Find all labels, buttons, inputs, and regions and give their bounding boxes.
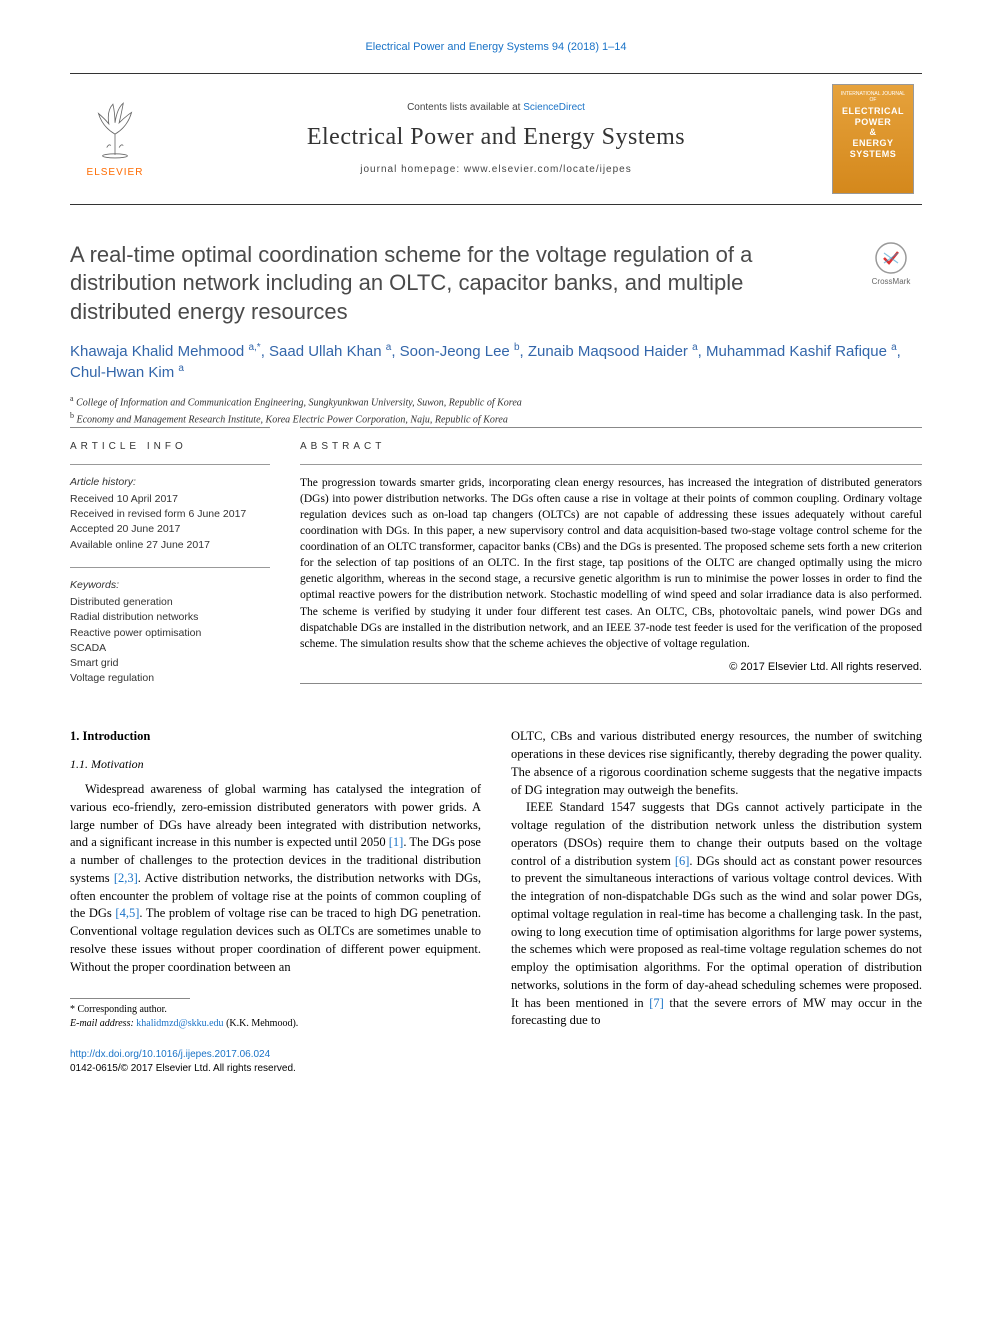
keyword: Reactive power optimisation: [70, 626, 270, 641]
sec-title: Introduction: [83, 729, 151, 743]
masthead: ELSEVIER Contents lists available at Sci…: [70, 73, 922, 205]
cover-top: INTERNATIONAL JOURNAL OF: [837, 91, 909, 103]
doi-link[interactable]: http://dx.doi.org/10.1016/j.ijepes.2017.…: [70, 1049, 270, 1060]
citation[interactable]: [1]: [389, 835, 404, 849]
homepage-prefix: journal homepage:: [360, 164, 464, 175]
author-list: Khawaja Khalid Mehmood a,*, Saad Ullah K…: [70, 341, 922, 383]
abstract-heading: ABSTRACT: [300, 440, 922, 454]
email-label: E-mail address:: [70, 1018, 134, 1029]
affiliation: a College of Information and Communicati…: [70, 393, 922, 410]
keyword: Voltage regulation: [70, 671, 270, 686]
citation[interactable]: [2,3]: [114, 871, 138, 885]
cover-t2: POWER: [837, 117, 909, 128]
keyword: Radial distribution networks: [70, 610, 270, 625]
homepage-url[interactable]: www.elsevier.com/locate/ijepes: [464, 164, 632, 175]
corr-label: * Corresponding author.: [70, 1003, 481, 1017]
article-info-column: ARTICLE INFO Article history: Received 1…: [70, 427, 270, 700]
body-para-left: Widespread awareness of global warming h…: [70, 781, 481, 976]
cover-t1: ELECTRICAL: [837, 106, 909, 117]
citation[interactable]: [4,5]: [115, 906, 139, 920]
cover-t3: ENERGY: [837, 138, 909, 149]
body-left-column: 1. Introduction 1.1. Motivation Widespre…: [70, 728, 481, 1030]
crossmark-icon: [874, 241, 908, 275]
running-header: Electrical Power and Energy Systems 94 (…: [70, 40, 922, 55]
body-para-right-1: OLTC, CBs and various distributed energy…: [511, 728, 922, 799]
email-who: (K.K. Mehmood).: [226, 1018, 298, 1029]
contents-prefix: Contents lists available at: [407, 102, 523, 113]
article-title: A real-time optimal coordination scheme …: [70, 241, 848, 327]
contents-available: Contents lists available at ScienceDirec…: [172, 101, 820, 115]
history-label: Article history:: [70, 475, 270, 490]
abstract-copyright: © 2017 Elsevier Ltd. All rights reserved…: [300, 660, 922, 675]
subsec-title: Motivation: [91, 757, 144, 771]
crossmark-label: CrossMark: [872, 277, 911, 286]
cover-amp: &: [837, 127, 909, 138]
affiliation: b Economy and Management Research Instit…: [70, 410, 922, 427]
body-para-right-2: IEEE Standard 1547 suggests that DGs can…: [511, 799, 922, 1030]
subsection-1-1-heading: 1.1. Motivation: [70, 756, 481, 773]
keyword: SCADA: [70, 641, 270, 656]
sciencedirect-link[interactable]: ScienceDirect: [523, 102, 585, 113]
body-right-column: OLTC, CBs and various distributed energy…: [511, 728, 922, 1030]
abstract-text: The progression towards smarter grids, i…: [300, 475, 922, 652]
keyword: Distributed generation: [70, 595, 270, 610]
corr-email-link[interactable]: khalidmzd@skku.edu: [136, 1018, 223, 1029]
history-line: Available online 27 June 2017: [70, 538, 270, 553]
cover-t4: SYSTEMS: [837, 149, 909, 160]
citation[interactable]: [6]: [675, 854, 690, 868]
affiliations: a College of Information and Communicati…: [70, 393, 922, 428]
subsec-num: 1.1.: [70, 757, 88, 771]
history-line: Received 10 April 2017: [70, 492, 270, 507]
keywords-label: Keywords:: [70, 578, 270, 593]
article-info-heading: ARTICLE INFO: [70, 440, 270, 454]
history-line: Received in revised form 6 June 2017: [70, 507, 270, 522]
sec-num: 1.: [70, 729, 79, 743]
corresponding-author-footnote: * Corresponding author. E-mail address: …: [70, 1003, 481, 1030]
abstract-column: ABSTRACT The progression towards smarter…: [300, 427, 922, 700]
publisher-label: ELSEVIER: [70, 166, 160, 180]
history-line: Accepted 20 June 2017: [70, 522, 270, 537]
crossmark-badge[interactable]: CrossMark: [860, 241, 922, 288]
keyword: Smart grid: [70, 656, 270, 671]
journal-cover-thumbnail: INTERNATIONAL JOURNAL OF ELECTRICAL POWE…: [832, 84, 914, 194]
issn-copyright: 0142-0615/© 2017 Elsevier Ltd. All right…: [70, 1063, 296, 1074]
journal-homepage: journal homepage: www.elsevier.com/locat…: [172, 163, 820, 177]
publisher-logo-block: ELSEVIER: [70, 98, 160, 180]
citation[interactable]: [7]: [649, 996, 664, 1010]
journal-name: Electrical Power and Energy Systems: [172, 121, 820, 153]
elsevier-tree-icon: [84, 98, 146, 160]
section-1-heading: 1. Introduction: [70, 728, 481, 746]
page-footer: http://dx.doi.org/10.1016/j.ijepes.2017.…: [70, 1048, 922, 1075]
